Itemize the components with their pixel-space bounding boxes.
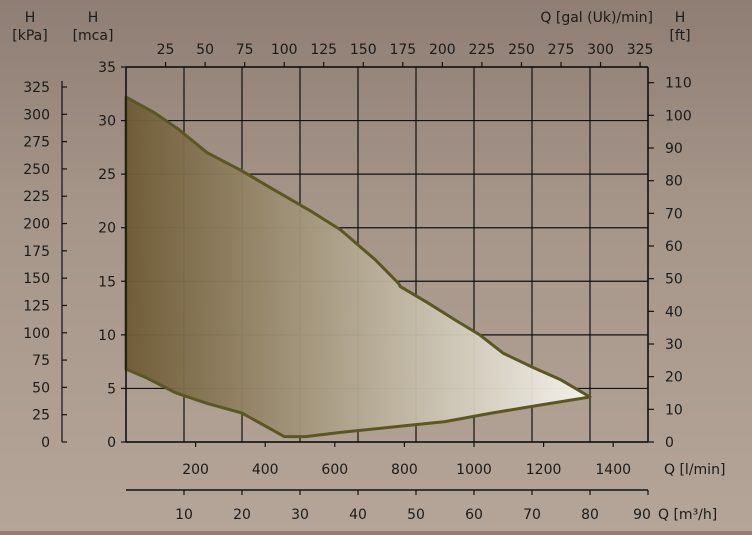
tick-label-gal: 125 bbox=[310, 42, 337, 58]
tick-label-ft: 90 bbox=[665, 141, 683, 157]
tick-label-ft: 60 bbox=[665, 239, 683, 255]
tick-label-mca: 20 bbox=[98, 221, 116, 237]
tick-label-m3h: 30 bbox=[291, 507, 309, 523]
tick-label-m3h: 60 bbox=[465, 507, 483, 523]
tick-label-kpa: 50 bbox=[32, 380, 50, 396]
tick-label-ft: 70 bbox=[665, 206, 683, 222]
axis-label-kpa-bottom: [kPa] bbox=[12, 28, 47, 44]
tick-label-mca: 30 bbox=[98, 114, 116, 130]
tick-label-kpa: 125 bbox=[23, 298, 50, 314]
tick-label-lmin: 1000 bbox=[456, 462, 492, 478]
tick-label-ft: 20 bbox=[665, 370, 683, 386]
tick-label-ft: 100 bbox=[665, 108, 692, 124]
tick-label-m3h: 20 bbox=[233, 507, 251, 523]
axis-label-kpa-top: H bbox=[25, 10, 36, 26]
tick-label-gal: 275 bbox=[548, 42, 575, 58]
tick-label-ft: 50 bbox=[665, 272, 683, 288]
tick-label-gal: 50 bbox=[196, 42, 214, 58]
axis-label-m3h: Q [m³/h] bbox=[658, 507, 717, 523]
tick-label-gal: 225 bbox=[469, 42, 496, 58]
tick-label-gal: 100 bbox=[271, 42, 298, 58]
tick-label-gal: 325 bbox=[627, 42, 654, 58]
tick-label-gal: 150 bbox=[350, 42, 377, 58]
tick-label-gal: 25 bbox=[157, 42, 175, 58]
tick-label-gal: 75 bbox=[236, 42, 254, 58]
tick-label-kpa: 325 bbox=[23, 80, 50, 96]
tick-label-mca: 0 bbox=[107, 435, 116, 451]
operating-area bbox=[124, 95, 592, 439]
axis-label-ft-bottom: [ft] bbox=[669, 28, 690, 44]
tick-label-ft: 40 bbox=[665, 304, 683, 320]
axes-layer: 0255075100125150175200225250275300325H[k… bbox=[12, 10, 725, 523]
axis-label-lmin: Q [l/min] bbox=[664, 462, 725, 478]
tick-label-mca: 15 bbox=[98, 274, 116, 290]
tick-label-lmin: 800 bbox=[391, 462, 418, 478]
tick-label-gal: 200 bbox=[429, 42, 456, 58]
tick-label-ft: 80 bbox=[665, 174, 683, 190]
tick-label-kpa: 0 bbox=[41, 435, 50, 451]
tick-label-m3h: 80 bbox=[581, 507, 599, 523]
tick-label-mca: 35 bbox=[98, 60, 116, 76]
tick-label-lmin: 1200 bbox=[526, 462, 562, 478]
tick-label-lmin: 200 bbox=[182, 462, 209, 478]
tick-label-mca: 5 bbox=[107, 381, 116, 397]
axis-label-ft-top: H bbox=[675, 10, 686, 26]
area-layer bbox=[124, 95, 592, 439]
tick-label-kpa: 225 bbox=[23, 189, 50, 205]
tick-label-kpa: 75 bbox=[32, 353, 50, 369]
tick-label-m3h: 90 bbox=[633, 507, 651, 523]
tick-label-m3h: 10 bbox=[175, 507, 193, 523]
tick-label-m3h: 50 bbox=[407, 507, 425, 523]
tick-label-kpa: 175 bbox=[23, 244, 50, 260]
tick-label-kpa: 25 bbox=[32, 408, 50, 424]
tick-label-ft: 30 bbox=[665, 337, 683, 353]
tick-label-kpa: 100 bbox=[23, 326, 50, 342]
tick-label-kpa: 200 bbox=[23, 217, 50, 233]
tick-label-ft: 10 bbox=[665, 402, 683, 418]
tick-label-gal: 250 bbox=[508, 42, 535, 58]
tick-label-ft: 0 bbox=[665, 435, 674, 451]
tick-label-mca: 10 bbox=[98, 328, 116, 344]
tick-label-lmin: 1400 bbox=[595, 462, 631, 478]
tick-label-kpa: 250 bbox=[23, 162, 50, 178]
tick-label-gal: 300 bbox=[587, 42, 614, 58]
axis-label-mca-top: H bbox=[88, 10, 99, 26]
tick-label-gal: 175 bbox=[389, 42, 416, 58]
tick-label-kpa: 300 bbox=[23, 107, 50, 123]
axis-label-mca-bottom: [mca] bbox=[73, 28, 114, 44]
tick-label-kpa: 275 bbox=[23, 135, 50, 151]
tick-label-kpa: 150 bbox=[23, 271, 50, 287]
axis-label-gal: Q [gal (Uk)/min] bbox=[540, 10, 653, 26]
tick-label-ft: 110 bbox=[665, 76, 692, 92]
tick-label-lmin: 400 bbox=[252, 462, 279, 478]
tick-label-lmin: 600 bbox=[321, 462, 348, 478]
tick-label-m3h: 70 bbox=[523, 507, 541, 523]
tick-label-m3h: 40 bbox=[349, 507, 367, 523]
tick-label-mca: 25 bbox=[98, 167, 116, 183]
